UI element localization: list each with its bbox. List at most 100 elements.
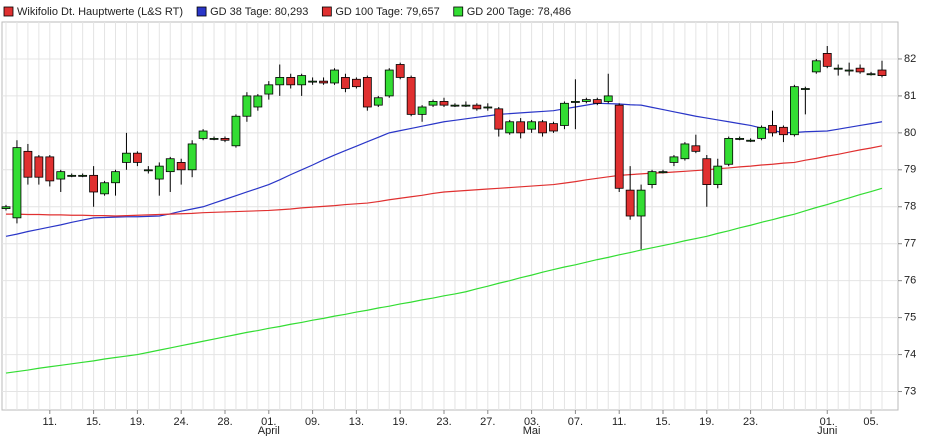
- candle-body: [811, 60, 821, 73]
- candle-body: [122, 152, 131, 163]
- candle-body: [494, 108, 504, 130]
- candle-body: [417, 106, 427, 115]
- candle-body: [100, 182, 109, 195]
- candle-body: [341, 77, 350, 89]
- candle-body: [67, 174, 77, 177]
- y-tick-label: 73: [904, 385, 916, 397]
- candle-body: [56, 171, 66, 180]
- candle-body: [680, 143, 690, 160]
- candle-body: [132, 152, 142, 163]
- month-label: April: [258, 425, 280, 436]
- candle-body: [1, 206, 11, 210]
- x-tick-label: 19.: [699, 416, 714, 428]
- candle-body: [198, 130, 208, 139]
- candle-body: [253, 95, 263, 108]
- y-tick-label: 76: [904, 275, 916, 287]
- candle-body: [461, 104, 471, 107]
- candle-body: [768, 125, 777, 134]
- y-tick-label: 78: [904, 201, 916, 213]
- candle-body: [176, 162, 186, 171]
- legend-label: Wikifolio Dt. Hauptwerte (L&S RT): [17, 6, 183, 18]
- candle-body: [165, 158, 175, 173]
- candle-body: [516, 121, 526, 134]
- candle-body: [373, 97, 383, 106]
- candle-body: [614, 104, 624, 189]
- candle-body: [527, 121, 536, 130]
- x-tick-label: 19.: [393, 416, 408, 428]
- x-tick-label: 15.: [86, 416, 101, 428]
- x-tick-label: 11.: [43, 416, 57, 428]
- candle-body: [702, 158, 712, 185]
- y-tick-label: 81: [904, 90, 916, 102]
- x-tick-label: 15.: [655, 416, 670, 428]
- candle-body: [691, 145, 701, 152]
- candle-body: [308, 80, 318, 83]
- x-tick-label: 01.: [261, 416, 276, 428]
- legend-label: GD 100 Tage: 79,657: [335, 6, 439, 18]
- candle-body: [724, 137, 734, 165]
- candle-body: [592, 99, 602, 104]
- candle-body: [505, 121, 515, 134]
- candle-body: [472, 104, 482, 110]
- candle-body: [111, 171, 120, 184]
- x-tick-label: 19.: [130, 416, 145, 428]
- legend-swatch: [3, 6, 14, 17]
- candle-body: [23, 150, 33, 178]
- legend-swatch: [453, 6, 464, 17]
- y-tick-label: 77: [904, 238, 916, 250]
- candle-body: [757, 126, 766, 139]
- candle-body: [877, 69, 887, 76]
- candle-body: [779, 126, 788, 136]
- y-tick-label: 75: [904, 312, 916, 324]
- candle-body: [483, 106, 493, 109]
- candle-body: [636, 189, 646, 217]
- candle-body: [89, 174, 98, 193]
- x-tick-label: 23.: [743, 416, 758, 428]
- candle-body: [209, 137, 219, 140]
- ma-line: [5, 187, 883, 374]
- legend-swatch: [196, 6, 207, 17]
- candle-body: [603, 95, 613, 102]
- candle-body: [187, 143, 197, 171]
- x-tick-label: 03.: [524, 416, 539, 428]
- candle-body: [713, 165, 723, 185]
- legend-swatch: [321, 6, 332, 17]
- candle-body: [428, 101, 438, 106]
- candle-body: [625, 189, 635, 217]
- candle-body: [362, 77, 372, 108]
- ma-line: [6, 145, 883, 217]
- candle-body: [844, 69, 854, 72]
- x-tick-label: 01.: [820, 416, 835, 428]
- candle-body: [800, 88, 810, 90]
- candle-body: [450, 104, 460, 107]
- candle-body: [560, 102, 569, 126]
- candle-body: [395, 64, 405, 78]
- x-tick-label: 23.: [436, 416, 451, 428]
- candle-body: [319, 80, 328, 84]
- candle-body: [220, 137, 230, 141]
- candle-body: [384, 69, 394, 97]
- candle-body: [669, 156, 679, 163]
- candle-body: [143, 169, 153, 172]
- candle-body: [34, 156, 44, 178]
- candle-body: [855, 67, 865, 73]
- candle-body: [833, 67, 843, 70]
- candle-body: [866, 73, 876, 76]
- y-tick-label: 80: [904, 127, 916, 139]
- candle-body: [330, 69, 339, 84]
- x-tick-label: 24.: [174, 416, 189, 428]
- candle-body: [242, 95, 252, 117]
- candle-body: [154, 165, 164, 180]
- y-tick-label: 74: [904, 348, 916, 360]
- legend-label: GD 200 Tage: 78,486: [467, 6, 571, 18]
- x-tick-label: 28.: [217, 416, 232, 428]
- x-tick-label: 07.: [568, 416, 583, 428]
- x-tick-label: 11.: [612, 416, 626, 428]
- candle-body: [822, 53, 832, 67]
- candle-body: [78, 174, 88, 177]
- month-label: Mai: [523, 425, 541, 436]
- candle-body: [549, 123, 558, 132]
- candle-body: [12, 147, 22, 219]
- candle-body: [790, 86, 799, 136]
